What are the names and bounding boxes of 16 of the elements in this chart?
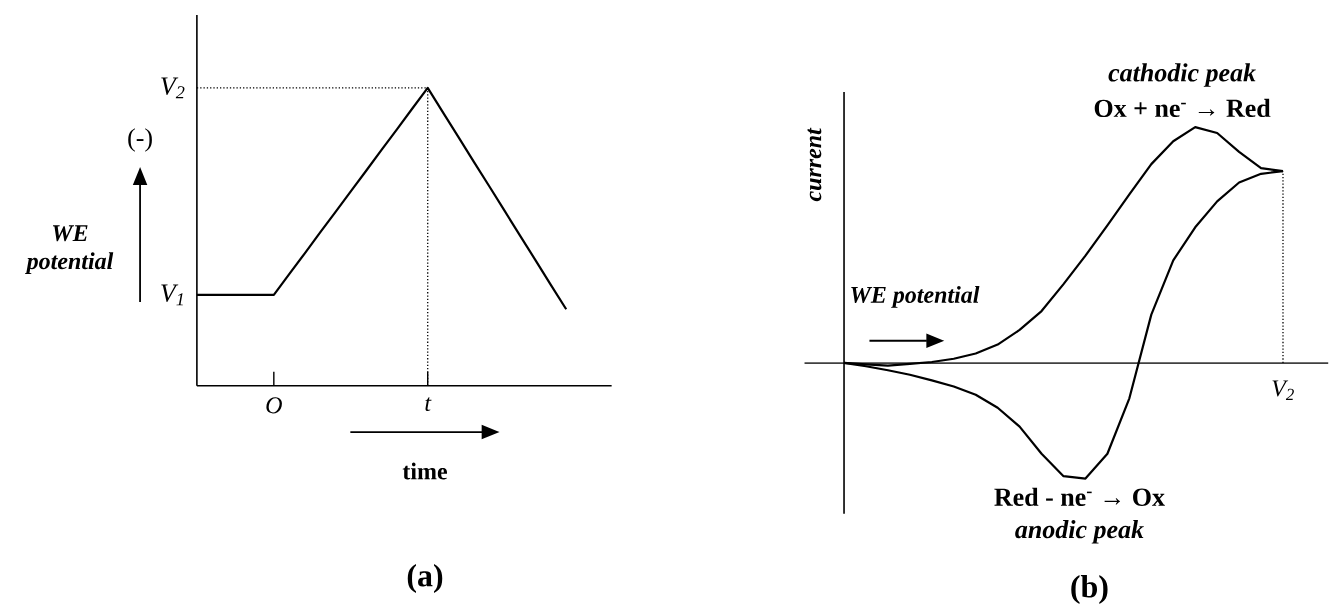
y-axis-title: WE potential [24, 225, 114, 274]
text: (a) [407, 563, 443, 593]
text: Ox + ne$^{-}$ → Red [1094, 98, 1271, 117]
text: V$_{1}$ [161, 284, 183, 306]
text: V$_{2}$ [161, 77, 185, 99]
text: cathodic peak [1108, 63, 1256, 87]
x-tick-label: t [425, 397, 432, 411]
x-axis-title: time [402, 462, 448, 480]
y-axis-title: current [807, 127, 822, 202]
x-tick-label: O [266, 397, 282, 414]
annotation: V$_{2}$ [1272, 380, 1294, 400]
text: (-) [128, 127, 152, 152]
text: (b) [1071, 574, 1108, 604]
text: Red - ne$^{-}$ → Ox [994, 487, 1165, 506]
x-axis-title: WE potential [851, 285, 980, 308]
text: anodic peak [1015, 519, 1144, 544]
